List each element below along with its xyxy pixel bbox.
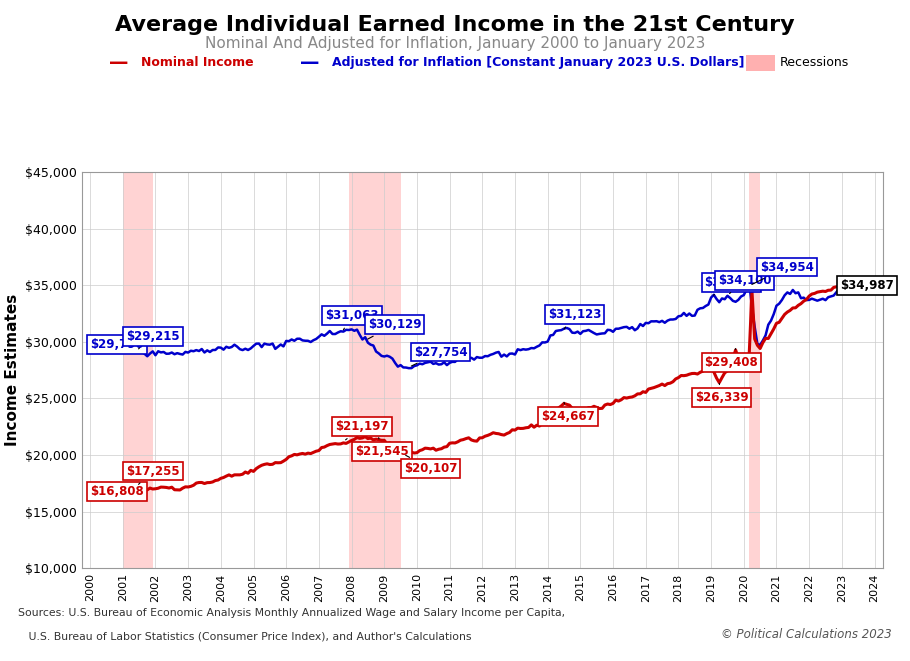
Text: $29,215: $29,215: [126, 330, 179, 349]
Text: —: —: [299, 54, 319, 72]
Text: U.S. Bureau of Labor Statistics (Consumer Price Index), and Author's Calculation: U.S. Bureau of Labor Statistics (Consume…: [18, 631, 471, 641]
Bar: [123, 172, 153, 568]
Text: Recessions: Recessions: [780, 56, 849, 69]
Text: $34,100: $34,100: [718, 274, 771, 293]
Text: $30,129: $30,129: [368, 319, 421, 339]
Text: $34,954: $34,954: [752, 260, 814, 284]
Text: $34,987: $34,987: [840, 279, 894, 292]
Text: $31,123: $31,123: [548, 308, 601, 329]
Text: $20,107: $20,107: [404, 455, 457, 475]
Text: $21,197: $21,197: [335, 420, 389, 440]
Text: —: —: [108, 54, 128, 72]
Text: $29,790: $29,790: [90, 338, 144, 351]
Text: Sources: U.S. Bureau of Economic Analysis Monthly Annualized Wage and Salary Inc: Sources: U.S. Bureau of Economic Analysi…: [18, 608, 565, 618]
Text: $27,754: $27,754: [411, 346, 467, 366]
Bar: [349, 172, 400, 568]
Text: Nominal And Adjusted for Inflation, January 2000 to January 2023: Nominal And Adjusted for Inflation, Janu…: [205, 36, 705, 52]
Text: $24,667: $24,667: [541, 403, 595, 423]
Text: $21,545: $21,545: [355, 438, 409, 458]
Text: © Political Calculations 2023: © Political Calculations 2023: [721, 628, 892, 641]
Text: Average Individual Earned Income in the 21st Century: Average Individual Earned Income in the …: [116, 15, 794, 34]
Text: $29,408: $29,408: [704, 348, 758, 369]
Bar: [749, 172, 760, 568]
Text: $31,063: $31,063: [326, 309, 379, 330]
Text: Adjusted for Inflation [Constant January 2023 U.S. Dollars]: Adjusted for Inflation [Constant January…: [332, 56, 744, 69]
Y-axis label: Income Estimates: Income Estimates: [5, 294, 20, 446]
Text: Nominal Income: Nominal Income: [141, 56, 254, 69]
Text: $33,973: $33,973: [704, 276, 758, 295]
Text: $16,808: $16,808: [90, 485, 144, 498]
Text: $26,339: $26,339: [694, 383, 748, 404]
Text: $17,255: $17,255: [126, 465, 179, 485]
